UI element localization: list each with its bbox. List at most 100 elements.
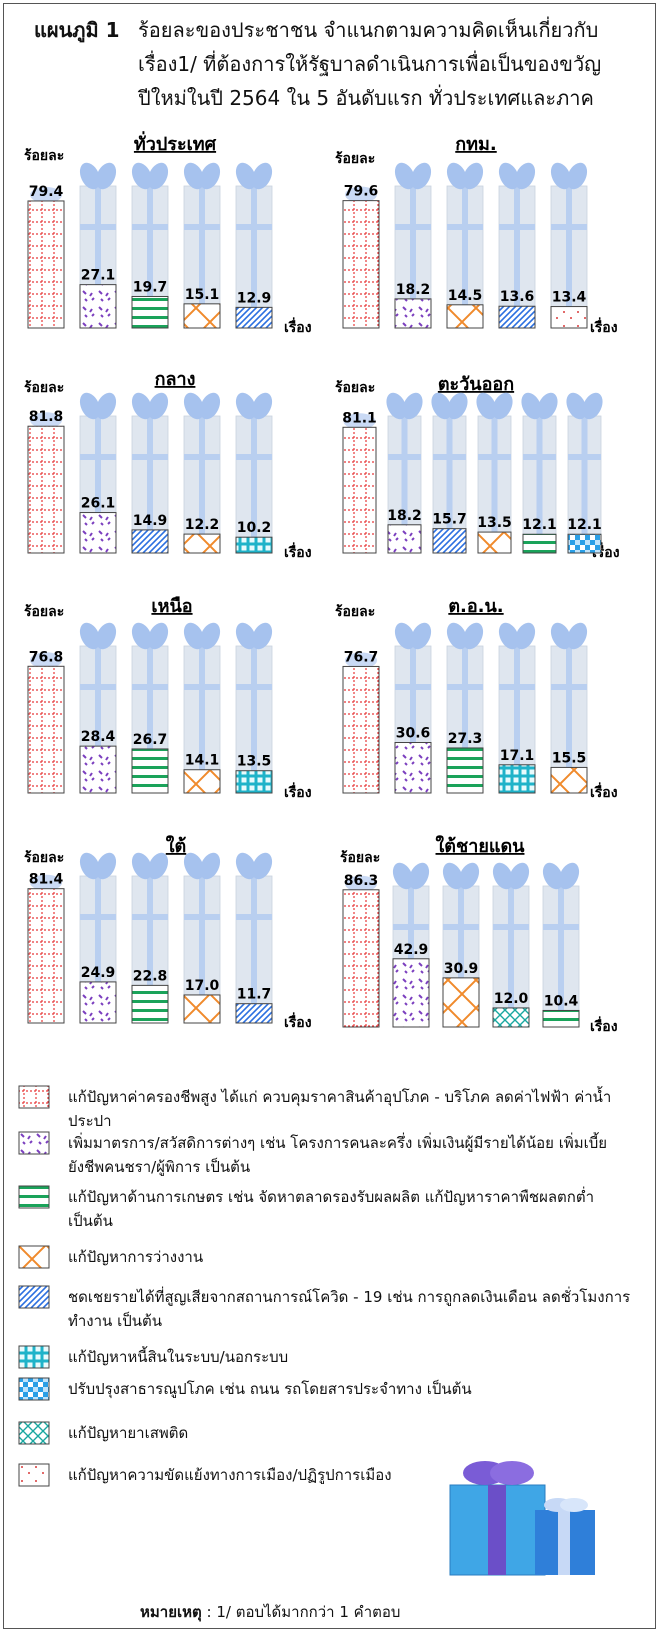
- legend-label: แก้ปัญหาค่าครองชีพสูง ได้แก่ ควบคุมราคาส…: [68, 1088, 612, 1130]
- bar: [27, 888, 65, 1024]
- panel-title: ทั่วประเทศ: [134, 131, 217, 155]
- bar-value-label: 10.4: [544, 993, 579, 1009]
- gift-ribbon-h: [447, 684, 483, 690]
- gift-bow: [431, 392, 452, 420]
- bar-value-label: 14.5: [448, 288, 483, 304]
- gift-ribbon-v: [147, 416, 153, 553]
- gift-ribbon-v: [566, 646, 572, 793]
- bar-value-label: 79.6: [344, 184, 379, 200]
- y-unit-label: ร้อยละ: [24, 604, 64, 620]
- gift-bow: [183, 162, 205, 190]
- gift-bow: [79, 162, 101, 190]
- gift-bow: [199, 162, 221, 190]
- gift-ribbon-h: [236, 914, 272, 920]
- gift-ribbon-v: [251, 186, 257, 328]
- gift-bow: [442, 862, 464, 890]
- bar: [342, 200, 380, 329]
- gift-bow: [408, 862, 430, 890]
- y-unit-label: ร้อยละ: [335, 151, 375, 167]
- gift-bow: [446, 162, 468, 190]
- title-line-1: ร้อยละของประชาชน จำแนกตามความคิดเห็นเกี่…: [138, 18, 599, 42]
- bar-value-label: 28.4: [81, 729, 116, 745]
- gift-ribbon-h: [499, 224, 535, 230]
- gift-bow: [95, 162, 117, 190]
- panel-title: ตะวันออก: [438, 374, 514, 395]
- gift-ribbon-v: [446, 416, 453, 553]
- bar: [567, 533, 602, 554]
- gift-ribbon-v: [458, 886, 464, 1027]
- bar: [131, 295, 169, 329]
- bar: [542, 1009, 580, 1028]
- gift-bow: [79, 392, 101, 420]
- gift-bow: [550, 622, 572, 650]
- bar-value-label: 11.7: [237, 987, 272, 1003]
- panel-title: เหนือ: [151, 596, 192, 617]
- legend-item-drug: แก้ปัญหายาเสพติด: [18, 1421, 638, 1469]
- gift-box-illustration: [449, 1461, 595, 1576]
- bar: [446, 304, 484, 329]
- gift-bow: [492, 392, 513, 420]
- title-line-3: ปีใหม่ในปี 2564 ใน 5 อันดับแรก ทั่วประเท…: [138, 86, 594, 110]
- gift-bow-right: [490, 1461, 534, 1485]
- bar-value-label: 17.0: [185, 978, 220, 994]
- bar-value-label: 27.1: [81, 268, 116, 284]
- bar-value-label: 22.8: [133, 968, 168, 984]
- gift-ribbon-h: [132, 914, 168, 920]
- legend-swatch: [18, 1131, 50, 1155]
- y-unit-label: ร้อยละ: [335, 604, 375, 620]
- gift-bow: [514, 622, 536, 650]
- figure-title: แผนภูมิ 1 ร้อยละของประชาชน จำแนกตามความค…: [0, 0, 661, 130]
- bar-value-label: 10.2: [237, 520, 272, 536]
- gift-ribbon-v: [147, 186, 153, 328]
- gift-ribbon-v: [408, 886, 414, 1027]
- legend-swatch: [18, 1345, 50, 1369]
- gift-bow: [566, 392, 587, 420]
- gift-ribbon-h: [388, 454, 421, 460]
- legend-item-politics: แก้ปัญหาความขัดแย้งทางการเมือง/ปฏิรูปการ…: [18, 1463, 638, 1511]
- gift-ribbon-h: [395, 224, 431, 230]
- gift-bow: [458, 862, 480, 890]
- legend-swatch: [18, 1463, 50, 1487]
- bar: [79, 284, 117, 329]
- panel-title: กทม.: [455, 134, 496, 155]
- bar: [27, 665, 65, 794]
- bar-value-label: 18.2: [387, 508, 422, 524]
- bar: [183, 533, 221, 554]
- legend-swatch: [18, 1085, 50, 1109]
- bar-value-label: 76.7: [344, 649, 379, 665]
- legend-label: ชดเชยรายได้ที่สูญเสียจากสถานการณ์โควิด -…: [68, 1288, 631, 1330]
- gift-bow: [131, 392, 153, 420]
- gift-bow: [95, 392, 117, 420]
- gift-ribbon-h: [568, 454, 601, 460]
- x-unit-label: เรื่อง: [284, 782, 312, 801]
- legend-swatch: [18, 1245, 50, 1269]
- x-unit-label: เรื่อง: [284, 317, 312, 336]
- bar: [387, 524, 422, 554]
- gift-ribbon-v: [410, 186, 416, 328]
- gift-bow: [542, 862, 564, 890]
- gift-bow: [462, 622, 484, 650]
- gift-bow: [492, 862, 514, 890]
- bar: [131, 748, 169, 794]
- bar-value-label: 12.2: [185, 517, 220, 533]
- bar: [131, 984, 169, 1024]
- bar: [477, 531, 512, 554]
- gift-ribbon-v: [508, 886, 514, 1027]
- gift-ribbon-v: [410, 646, 416, 793]
- gift-bow: [566, 162, 588, 190]
- bar: [432, 528, 467, 554]
- gift-ribbon-h: [433, 454, 466, 460]
- gift-bow: [402, 392, 423, 420]
- gift-bow: [199, 392, 221, 420]
- gift-bow: [95, 622, 117, 650]
- footnote-label: หมายเหตุ: [140, 1603, 202, 1621]
- gift-bow: [199, 622, 221, 650]
- bar: [498, 764, 536, 794]
- legend-item-unemp: แก้ปัญหาการว่างงาน: [18, 1245, 638, 1293]
- gift-ribbon-h: [80, 914, 116, 920]
- gift-ribbon-v: [401, 416, 408, 553]
- gift-ribbon-h: [523, 454, 556, 460]
- gift-bow: [514, 162, 536, 190]
